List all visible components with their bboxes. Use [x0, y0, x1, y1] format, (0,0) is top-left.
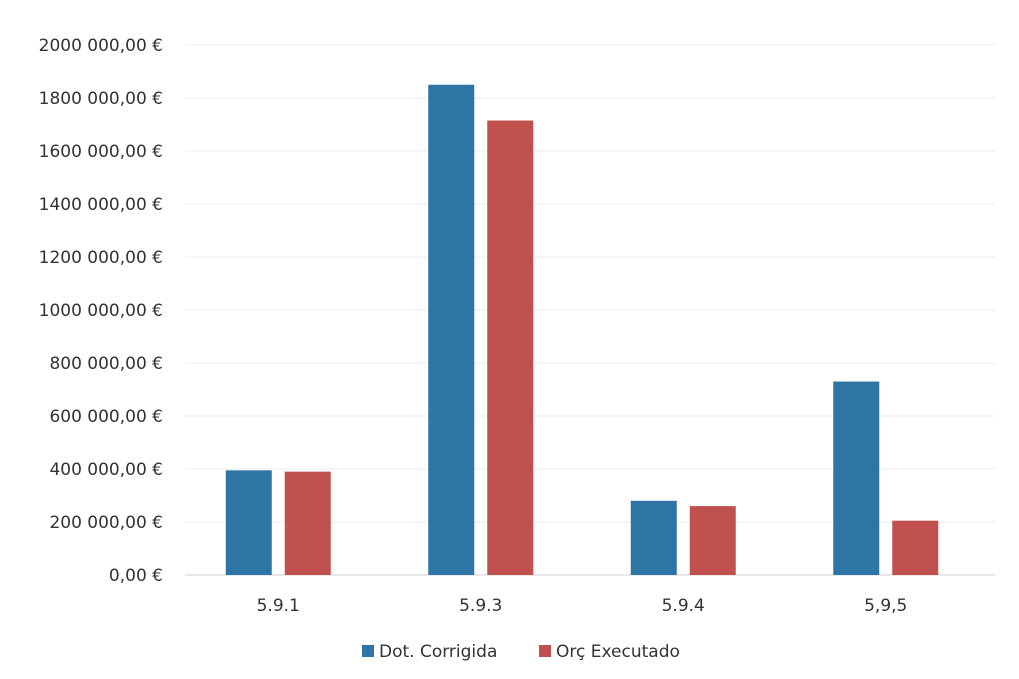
y-tick-label: 1000 000,00 €: [39, 301, 163, 321]
legend-label: Orç Executado: [556, 642, 680, 662]
y-tick-label: 1400 000,00 €: [39, 195, 163, 215]
y-tick-label: 1800 000,00 €: [39, 89, 163, 109]
legend-label: Dot. Corrigida: [379, 642, 497, 662]
bar-orc-executado: [689, 506, 736, 575]
legend: Dot. Corrigida Orç Executado: [362, 642, 680, 662]
legend-swatch: [362, 645, 374, 657]
bar-orc-executado: [487, 120, 534, 576]
y-tick-label: 600 000,00 €: [49, 407, 163, 427]
x-tick-label: 5.9.1: [257, 596, 300, 616]
y-tick-label: 800 000,00 €: [49, 354, 163, 374]
bar-dot-corrigida: [630, 500, 677, 575]
bar-dot-corrigida: [428, 84, 475, 575]
y-tick-label: 1600 000,00 €: [39, 142, 163, 162]
bar-dot-corrigida: [225, 470, 272, 575]
bar-orc-executado: [892, 520, 939, 575]
bars: [225, 84, 939, 576]
x-tick-label: 5,9,5: [864, 596, 907, 616]
y-axis: 0,00 € 200 000,00 € 400 000,00 € 600 000,00…: [39, 36, 163, 586]
y-tick-label: 400 000,00 €: [49, 460, 163, 480]
y-tick-label: 0,00 €: [109, 566, 163, 586]
x-tick-label: 5.9.3: [459, 596, 502, 616]
bar-dot-corrigida: [833, 381, 880, 575]
x-tick-label: 5.9.4: [662, 596, 705, 616]
legend-swatch: [539, 645, 551, 657]
y-tick-label: 200 000,00 €: [49, 513, 163, 533]
x-axis: 5.9.1 5.9.3 5.9.4 5,9,5: [257, 596, 908, 616]
bar-orc-executado: [284, 471, 331, 575]
y-tick-label: 2000 000,00 €: [39, 36, 163, 56]
y-tick-label: 1200 000,00 €: [39, 248, 163, 268]
